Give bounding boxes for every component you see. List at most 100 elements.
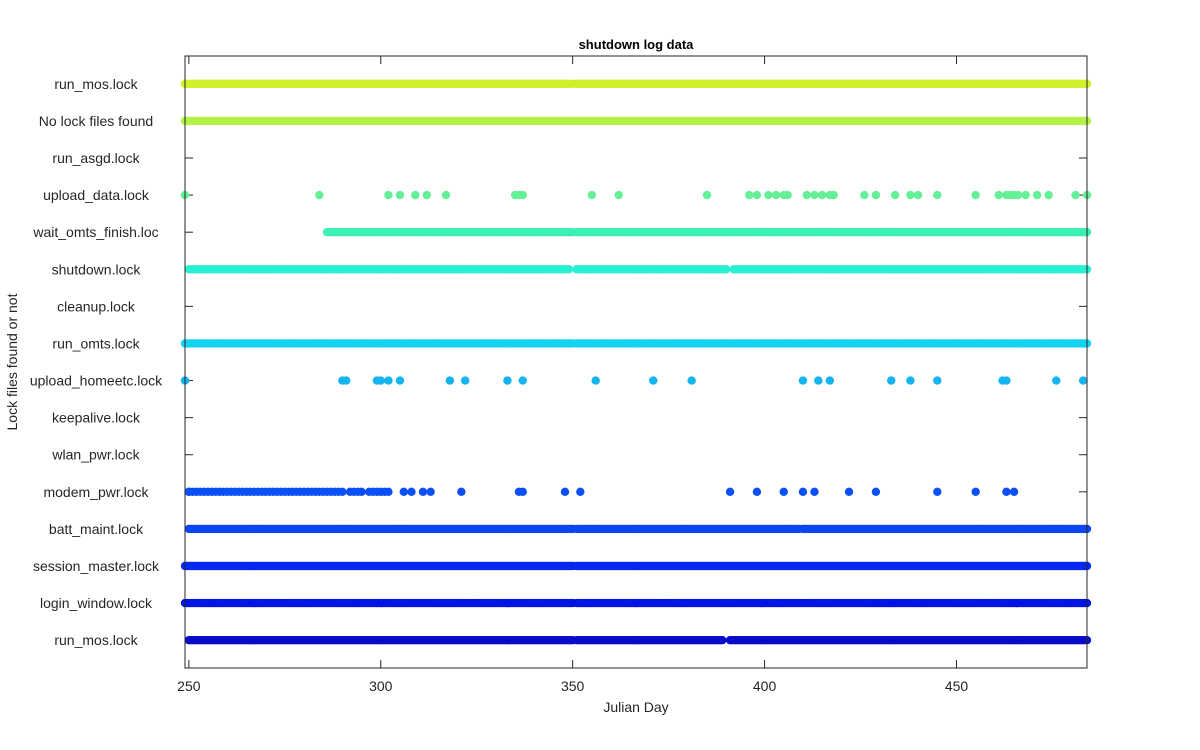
data-point [457,487,466,497]
data-point [376,376,385,385]
y-tick-label: batt_maint.lock [49,521,144,537]
data-markers [180,79,1092,645]
data-point [814,376,823,385]
data-point [783,190,792,200]
data-point [342,376,351,385]
plot-area [185,56,1087,668]
data-point [518,487,527,497]
data-point [687,376,696,385]
data-point [971,487,980,497]
data-point [1071,190,1080,200]
data-point [587,190,597,200]
data-point [560,487,570,497]
data-point [384,376,393,385]
data-point [844,487,854,497]
data-point [779,487,788,497]
data-point [764,190,773,200]
data-point [971,190,980,200]
data-point [829,190,838,200]
y-tick-label: cleanup.lock [57,298,136,314]
data-point [411,190,420,200]
y-tick-label: upload_data.lock [43,187,150,203]
data-point [702,190,712,200]
y-tick-label: login_window.lock [40,595,153,611]
y-tick-labels: run_mos.lock login_window.lock session_mas… [30,76,163,648]
y-tick-label: shutdown.lock [52,261,142,277]
axes-box [184,55,1088,669]
data-point [1078,376,1088,385]
data-point [752,487,762,497]
data-point [184,487,194,497]
data-point [752,190,762,200]
data-point [718,635,727,645]
data-point [798,487,808,497]
data-point [802,190,811,200]
data-point [564,265,574,274]
data-point [384,190,393,200]
x-tick-label: 250 [177,678,201,694]
data-point [725,487,735,497]
data-point [860,190,869,200]
data-point [933,376,942,385]
x-tick-label: 400 [753,678,777,694]
data-point [395,190,405,200]
data-point [810,190,819,200]
data-point [1044,190,1053,200]
data-point [933,190,942,200]
data-point [518,376,527,385]
data-point [614,190,623,200]
data-point [399,487,408,497]
chart-title: shutdown log data [579,37,695,52]
y-tick-label: keepalive.lock [52,410,141,426]
data-point [1002,376,1011,385]
data-point [445,376,455,385]
data-point [441,190,451,200]
y-tick-label: No lock files found [39,113,153,129]
y-tick-label: modem_pwr.lock [43,484,149,500]
data-point [422,190,432,200]
data-point [887,376,896,385]
data-point [906,376,915,385]
data-point [798,376,808,385]
data-point [426,487,435,497]
x-tick-labels: 250 300 350 400 450 [177,678,968,694]
x-tick-label: 300 [369,678,393,694]
y-tick-label: run_omts.lock [52,335,140,351]
data-point [810,487,819,497]
x-tick-marks [188,56,957,668]
data-point [1021,190,1030,200]
data-point [418,487,428,497]
data-point [576,487,585,497]
data-point [357,487,366,497]
y-tick-label: run_mos.lock [54,632,138,648]
data-point [395,376,405,385]
data-point [722,265,731,274]
data-point [906,190,915,200]
data-point [591,376,600,385]
data-point [407,487,416,497]
y-tick-label: wait_omts_finish.loc [32,224,158,240]
data-point [338,487,347,497]
data-point [825,376,835,385]
data-point [913,190,923,200]
x-tick-label: 450 [945,678,969,694]
data-point [315,190,324,200]
data-point [1052,376,1061,385]
data-point [518,190,527,200]
data-point [1009,487,1019,497]
y-tick-label: run_asgd.lock [52,150,140,166]
data-point [871,190,881,200]
data-point [745,190,754,200]
data-point [1002,487,1011,497]
data-point [890,190,900,200]
data-point [649,376,658,385]
data-point [771,190,781,200]
y-axis-label: Lock files found or not [4,293,20,430]
x-tick-label: 350 [561,678,585,694]
data-point [384,487,393,497]
data-point [933,487,942,497]
x-axis-label: Julian Day [603,699,668,715]
y-tick-label: run_mos.lock [54,76,138,92]
y-tick-label: session_master.lock [33,558,160,574]
